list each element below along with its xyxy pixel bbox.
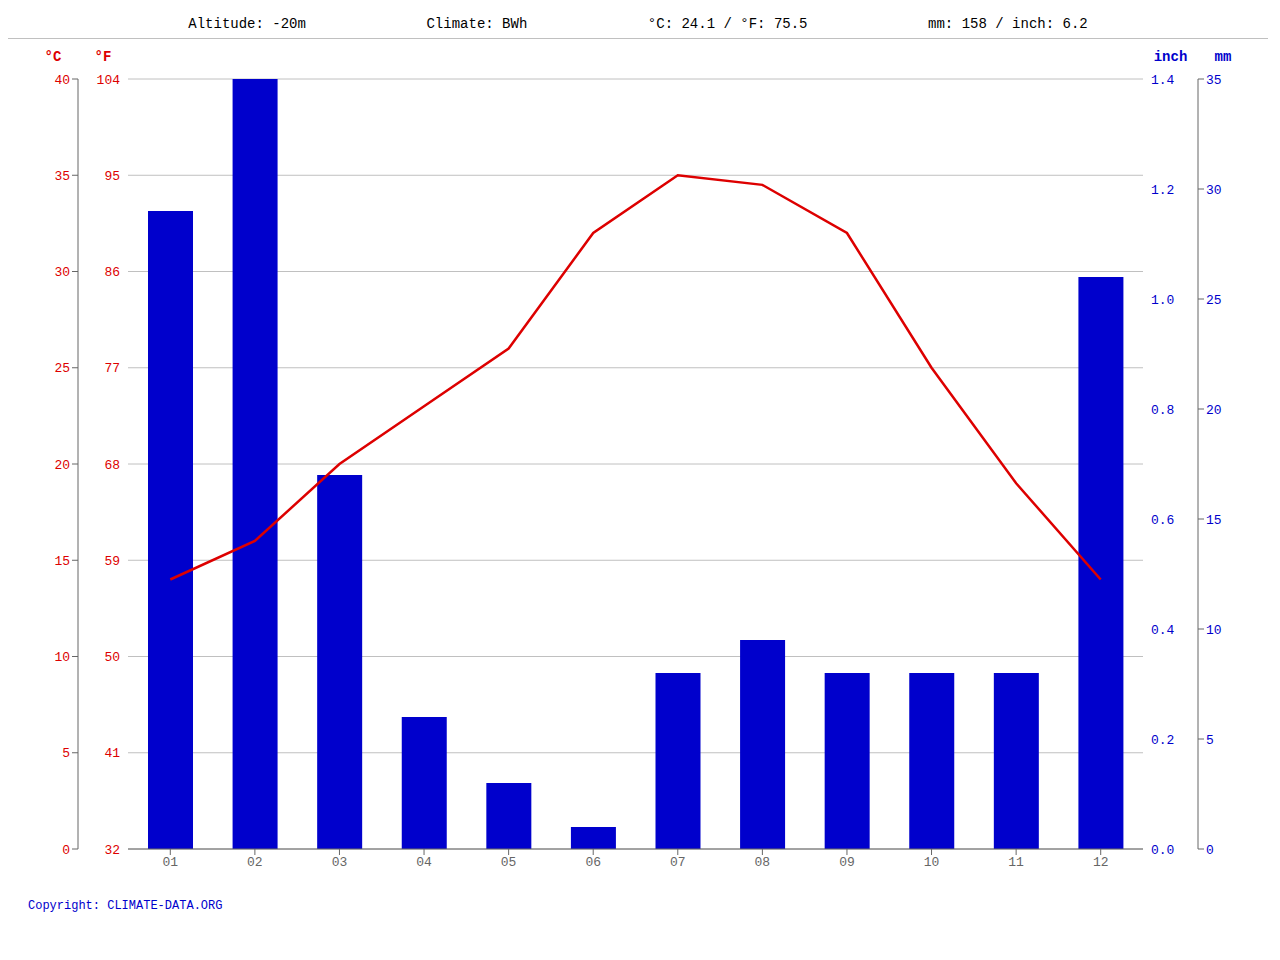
svg-text:50: 50 [104,650,120,665]
svg-text:01: 01 [162,855,178,870]
svg-text:04: 04 [416,855,432,870]
svg-text:86: 86 [104,265,120,280]
svg-text:95: 95 [104,169,120,184]
svg-text:0: 0 [1206,843,1214,858]
svg-text:mm: mm [1215,49,1232,65]
svg-text:35: 35 [54,169,70,184]
html-text:Copyright: CLIMATE-DATA.ORG: Copyright: CLIMATE-DATA.ORG [28,899,223,913]
svg-text:41: 41 [104,746,120,761]
svg-text:20: 20 [1206,403,1222,418]
svg-text:104: 104 [97,73,121,88]
svg-text:59: 59 [104,554,120,569]
svg-text:35: 35 [1206,73,1222,88]
svg-text:15: 15 [54,554,70,569]
svg-text:0.2: 0.2 [1151,733,1174,748]
svg-text:09: 09 [839,855,855,870]
html-text:°C: 24.1 / °F: 75.5: °C: 24.1 / °F: 75.5 [647,16,808,32]
svg-text:03: 03 [332,855,348,870]
svg-text:0: 0 [62,843,70,858]
svg-text:1.2: 1.2 [1151,183,1174,198]
svg-text:0.6: 0.6 [1151,513,1174,528]
svg-text:°F: °F [95,49,112,65]
svg-text:32: 32 [104,843,120,858]
svg-text:0.4: 0.4 [1151,623,1175,638]
html-text:Altitude: -20m: Altitude: -20m [188,16,306,32]
svg-text:10: 10 [54,650,70,665]
svg-text:12: 12 [1093,855,1109,870]
svg-text:15: 15 [1206,513,1222,528]
svg-text:1.0: 1.0 [1151,293,1174,308]
svg-text:25: 25 [54,361,70,376]
svg-text:11: 11 [1008,855,1024,870]
svg-text:1.4: 1.4 [1151,73,1175,88]
svg-text:20: 20 [54,458,70,473]
svg-text:30: 30 [54,265,70,280]
svg-text:0.0: 0.0 [1151,843,1174,858]
svg-text:68: 68 [104,458,120,473]
svg-text:10: 10 [924,855,940,870]
svg-text:30: 30 [1206,183,1222,198]
svg-text:25: 25 [1206,293,1222,308]
svg-text:10: 10 [1206,623,1222,638]
svg-text:5: 5 [1206,733,1214,748]
svg-text:07: 07 [670,855,686,870]
svg-text:77: 77 [104,361,120,376]
svg-text:0.8: 0.8 [1151,403,1174,418]
svg-text:40: 40 [54,73,70,88]
html-text:mm: 158 / inch: 6.2: mm: 158 / inch: 6.2 [928,16,1088,32]
svg-text:05: 05 [501,855,517,870]
svg-text:02: 02 [247,855,263,870]
svg-text:06: 06 [585,855,601,870]
svg-text:°C: °C [45,49,62,65]
svg-text:5: 5 [62,746,70,761]
html-text:Climate: BWh: Climate: BWh [426,16,528,32]
svg-text:inch: inch [1154,49,1188,65]
svg-text:08: 08 [755,855,771,870]
